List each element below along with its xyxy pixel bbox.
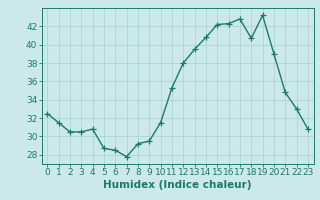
X-axis label: Humidex (Indice chaleur): Humidex (Indice chaleur) [103,180,252,190]
